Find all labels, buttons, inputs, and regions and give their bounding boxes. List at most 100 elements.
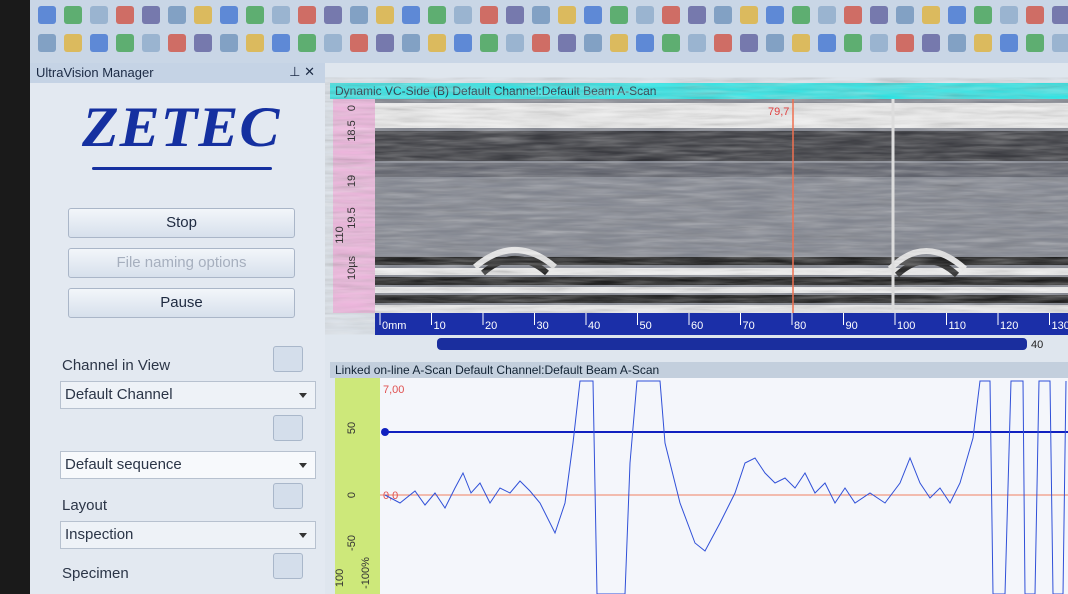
toolbar-icon[interactable] <box>662 34 680 52</box>
toolbar-icon[interactable] <box>610 34 628 52</box>
toolbar-icon[interactable] <box>402 6 420 24</box>
toolbar-icon[interactable] <box>844 34 862 52</box>
toolbar-icon[interactable] <box>298 6 316 24</box>
toolbar-icon[interactable] <box>922 6 940 24</box>
toolbar-icon[interactable] <box>818 34 836 52</box>
toolbar-icon[interactable] <box>116 6 134 24</box>
amp-ruler-label: 0 <box>346 492 358 498</box>
layout-label: Layout <box>62 497 107 514</box>
toolbar-icon[interactable] <box>532 6 550 24</box>
toolbar-icon[interactable] <box>142 34 160 52</box>
toolbar-icon[interactable] <box>636 6 654 24</box>
specimen-icon[interactable] <box>273 553 303 579</box>
toolbar-icon[interactable] <box>974 34 992 52</box>
toolbar-icon[interactable] <box>714 34 732 52</box>
toolbar-icon[interactable] <box>506 34 524 52</box>
toolbar-icon[interactable] <box>766 34 784 52</box>
layout-dropdown[interactable]: Inspection <box>60 521 316 549</box>
layout-icon[interactable] <box>273 483 303 509</box>
toolbar-icon[interactable] <box>896 6 914 24</box>
toolbar-icon[interactable] <box>324 34 342 52</box>
toolbar-icon[interactable] <box>740 6 758 24</box>
toolbar-icon[interactable] <box>766 6 784 24</box>
search-icon[interactable] <box>273 415 303 441</box>
toolbar-icon[interactable] <box>64 34 82 52</box>
toolbar-icon[interactable] <box>792 6 810 24</box>
toolbar-icon[interactable] <box>974 6 992 24</box>
toolbar-icon[interactable] <box>948 6 966 24</box>
toolbar-icon[interactable] <box>168 6 186 24</box>
toolbar-icon[interactable] <box>948 34 966 52</box>
toolbar-icon[interactable] <box>246 6 264 24</box>
toolbar-icon[interactable] <box>792 34 810 52</box>
toolbar-icon[interactable] <box>506 6 524 24</box>
toolbar-icon[interactable] <box>1052 34 1068 52</box>
toolbar-icon[interactable] <box>116 34 134 52</box>
toolbar-icon[interactable] <box>714 6 732 24</box>
toolbar-icon[interactable] <box>428 6 446 24</box>
toolbar-icon[interactable] <box>1052 6 1068 24</box>
toolbar-icon[interactable] <box>610 6 628 24</box>
toolbar-icon[interactable] <box>688 6 706 24</box>
toolbar-icon[interactable] <box>220 34 238 52</box>
toolbar-icon[interactable] <box>558 6 576 24</box>
toolbar-icon[interactable] <box>402 34 420 52</box>
toolbar-icon[interactable] <box>64 6 82 24</box>
file-naming-button[interactable]: File naming options <box>68 248 295 278</box>
toolbar-icon[interactable] <box>844 6 862 24</box>
toolbar-icon[interactable] <box>272 6 290 24</box>
toolbar-icon[interactable] <box>688 34 706 52</box>
stop-button[interactable]: Stop <box>68 208 295 238</box>
depth-label: 10µs <box>346 255 358 280</box>
toolbar-icon[interactable] <box>376 34 394 52</box>
toolbar-icon[interactable] <box>350 6 368 24</box>
channel-icon[interactable] <box>273 346 303 372</box>
toolbar-icon[interactable] <box>90 34 108 52</box>
toolbar-icon[interactable] <box>480 6 498 24</box>
toolbar-icon[interactable] <box>246 34 264 52</box>
toolbar-icon[interactable] <box>38 34 56 52</box>
scrollbar[interactable] <box>437 338 1027 350</box>
toolbar-icon[interactable] <box>922 34 940 52</box>
toolbar-icon[interactable] <box>896 34 914 52</box>
toolbar-icon[interactable] <box>194 34 212 52</box>
toolbar-icon[interactable] <box>142 6 160 24</box>
toolbar-icon[interactable] <box>194 6 212 24</box>
toolbar-icon[interactable] <box>636 34 654 52</box>
toolbar-icon[interactable] <box>428 34 446 52</box>
gate-handle[interactable] <box>381 428 389 436</box>
toolbar-icon[interactable] <box>818 6 836 24</box>
toolbar-icon[interactable] <box>1000 6 1018 24</box>
toolbar-icon[interactable] <box>90 6 108 24</box>
toolbar-icon[interactable] <box>298 34 316 52</box>
toolbar-icon[interactable] <box>454 6 472 24</box>
toolbar-icon[interactable] <box>454 34 472 52</box>
toolbar-icon[interactable] <box>376 6 394 24</box>
pause-button[interactable]: Pause <box>68 288 295 318</box>
toolbar-icon[interactable] <box>870 6 888 24</box>
toolbar-icon[interactable] <box>324 6 342 24</box>
scale-label: 0mm <box>382 320 406 332</box>
toolbar-icon[interactable] <box>584 34 602 52</box>
amp-zero: 0,0 <box>383 490 398 502</box>
scale-label: 130 <box>1052 320 1068 332</box>
panel-close[interactable]: ⊥ ✕ <box>289 64 315 80</box>
toolbar-icon[interactable] <box>532 34 550 52</box>
toolbar-icon[interactable] <box>870 34 888 52</box>
sequence-dropdown[interactable]: Default sequence <box>60 451 316 479</box>
channel-dropdown[interactable]: Default Channel <box>60 381 316 409</box>
toolbar-icon[interactable] <box>38 6 56 24</box>
toolbar-icon[interactable] <box>1000 34 1018 52</box>
toolbar-icon[interactable] <box>220 6 238 24</box>
toolbar-icon[interactable] <box>272 34 290 52</box>
toolbar-icon[interactable] <box>350 34 368 52</box>
toolbar-icon[interactable] <box>662 6 680 24</box>
toolbar-icon[interactable] <box>168 34 186 52</box>
toolbar-icon[interactable] <box>558 34 576 52</box>
toolbar-icon[interactable] <box>480 34 498 52</box>
toolbar-icon[interactable] <box>740 34 758 52</box>
toolbar-icon[interactable] <box>1026 34 1044 52</box>
bscan-image <box>375 99 1068 313</box>
toolbar-icon[interactable] <box>1026 6 1044 24</box>
toolbar-icon[interactable] <box>584 6 602 24</box>
